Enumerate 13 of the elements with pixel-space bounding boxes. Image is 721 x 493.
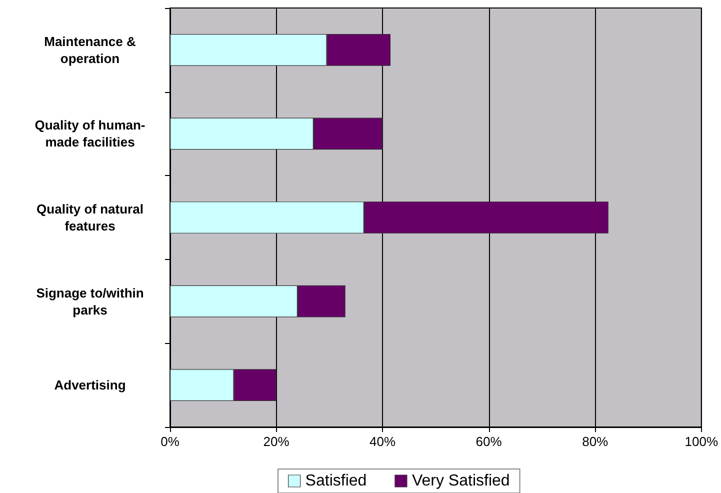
y-tick-label: Advertising [54, 378, 126, 393]
x-tick-label: 60% [476, 434, 502, 449]
legend-label: Satisfied [305, 472, 367, 490]
y-tick-label: Maintenance & operation [44, 34, 136, 66]
y-tick-label: Quality of human- made facilities [34, 118, 146, 150]
legend-label: Very Satisfied [412, 472, 510, 490]
x-tick-label: 20% [263, 434, 290, 449]
x-tick-label: 100% [684, 434, 718, 449]
y-tick-label: Quality of natural features [36, 202, 144, 234]
x-tick-label: 40% [370, 434, 396, 449]
x-tick-label: 80% [582, 434, 609, 449]
y-tick-label: Signage to/within parks [36, 285, 144, 318]
x-tick-label: 0% [160, 434, 180, 449]
